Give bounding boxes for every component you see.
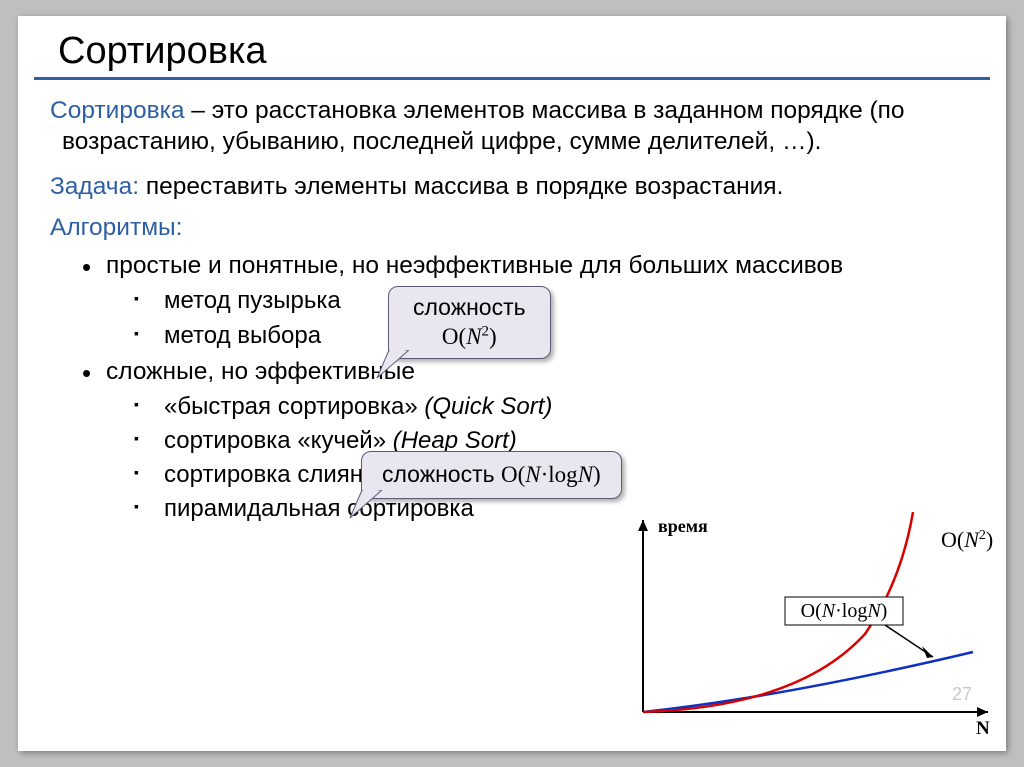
callout2-tail-icon xyxy=(348,490,382,520)
bigO-var2: N xyxy=(578,462,593,487)
callout1-line1: сложность xyxy=(413,294,526,320)
complex-algos-item: сложные, но эффективные «быстрая сортиро… xyxy=(106,357,978,525)
list-item: метод выбора xyxy=(164,321,978,351)
bigO-var1: N xyxy=(525,462,540,487)
y-axis-arrow-icon xyxy=(638,520,648,531)
slide: Сортировка Сортировка – это расстановка … xyxy=(18,16,1006,751)
callout1-formula: O(N2) xyxy=(442,324,497,349)
x-axis-arrow-icon xyxy=(977,707,988,717)
item-en: (Quick Sort) xyxy=(424,393,552,420)
nlogn-curve xyxy=(643,652,973,712)
complexity-chart: O(N·logN) O(N2) время N xyxy=(603,512,998,737)
bigO-close: ) xyxy=(593,462,601,487)
task-paragraph: Задача: переставить элементы массива в п… xyxy=(50,172,978,203)
item-ru: «быстрая сортировка» xyxy=(164,393,424,420)
task-text: переставить элементы массива в порядке в… xyxy=(139,173,783,200)
complexity-callout-nlogn: сложность O(N·logN) xyxy=(361,451,622,499)
item-ru: сортировка «кучей» xyxy=(164,427,393,454)
algorithms-heading: Алгоритмы: xyxy=(50,213,978,244)
list-item: «быстрая сортировка» (Quick Sort) xyxy=(164,392,978,422)
task-keyword: Задача: xyxy=(50,173,139,200)
callout2-formula: O(N·logN) xyxy=(501,462,601,487)
callout1-tail-icon xyxy=(375,350,409,380)
page-number: 27 xyxy=(952,684,972,705)
n2-label: O(N2) xyxy=(941,527,993,552)
complexity-callout-on2: сложность O(N2) xyxy=(388,286,551,359)
definition-keyword: Сортировка xyxy=(50,97,184,124)
definition-text: – это расстановка элементов массива в за… xyxy=(62,97,905,155)
list-item: метод пузырька xyxy=(164,286,978,316)
nlogn-label: O(N·logN) xyxy=(801,600,888,622)
definition-paragraph: Сортировка – это расстановка элементов м… xyxy=(50,96,978,158)
slide-title: Сортировка xyxy=(18,16,1006,77)
simple-algos-head: простые и понятные, но неэффективные для… xyxy=(106,252,843,279)
bigO-var: N xyxy=(466,324,481,349)
bigO-close: ) xyxy=(489,324,497,349)
bigO-exp: 2 xyxy=(482,323,489,339)
item-ru: пирамидальная сортировка xyxy=(164,495,474,522)
bigO-open: O( xyxy=(501,462,525,487)
callout2-line1: сложность xyxy=(382,461,501,487)
item-en: (Heap Sort) xyxy=(393,427,517,454)
nlogn-pointer-arrow-icon xyxy=(922,646,933,658)
x-axis-label: N xyxy=(976,718,990,737)
bigO-open: O( xyxy=(442,324,466,349)
title-underline xyxy=(34,77,990,80)
complex-algos-head: сложные, но эффективные xyxy=(106,358,415,385)
bigO-mid: ·log xyxy=(541,462,578,487)
y-axis-label: время xyxy=(658,516,708,536)
